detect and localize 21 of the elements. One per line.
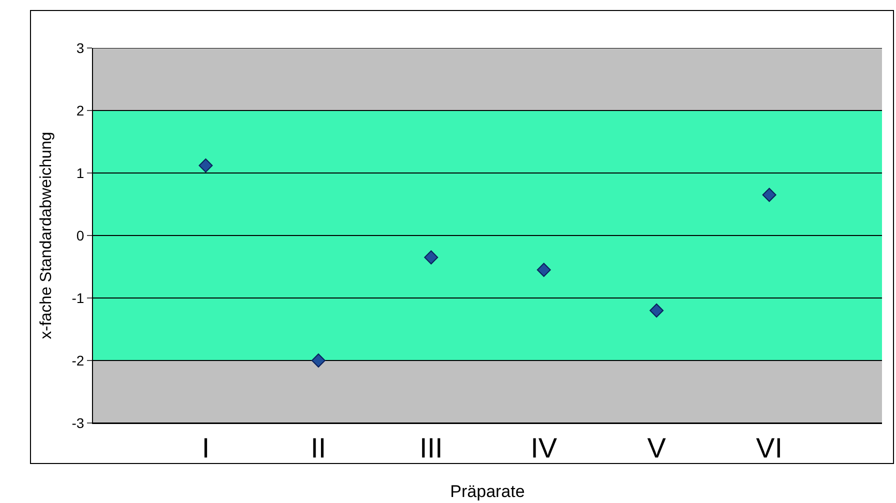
point: [650, 304, 664, 318]
point: [424, 250, 438, 264]
x-tick-label: III: [419, 432, 443, 464]
point: [198, 158, 213, 172]
x-tick-label: VI: [756, 432, 783, 464]
point: [762, 188, 776, 202]
y-tick-label: -2: [72, 352, 84, 368]
y-tick-label: 3: [76, 40, 84, 56]
y-tick-label: -3: [72, 414, 84, 431]
x-tick-label: IV: [530, 432, 558, 464]
y-tick-label: 2: [76, 102, 84, 118]
x-axis-title: Präparate: [450, 482, 525, 501]
point: [311, 354, 326, 368]
x-tick-label: I: [202, 432, 210, 464]
y-tick-label: 0: [76, 227, 84, 244]
y-tick-label: 1: [76, 164, 84, 181]
y-tick-label: -1: [72, 290, 84, 306]
x-tick-label: V: [647, 432, 666, 464]
point: [536, 262, 551, 277]
y-axis-title: x-fache Standardabweichung: [38, 132, 55, 340]
x-tick-label: II: [310, 432, 326, 464]
